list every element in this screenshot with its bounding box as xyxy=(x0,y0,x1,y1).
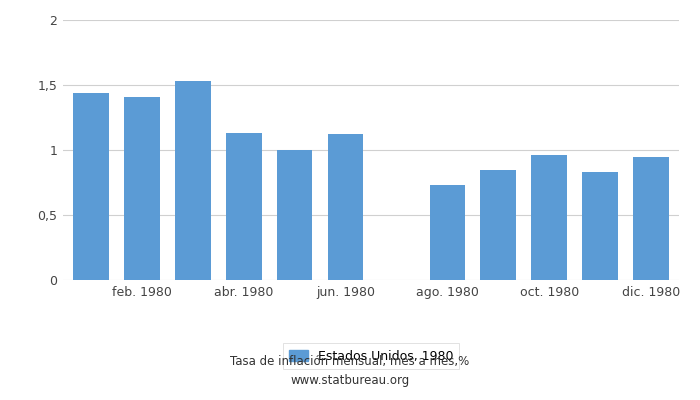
Bar xyxy=(175,81,211,280)
Bar xyxy=(582,172,618,280)
Bar xyxy=(480,170,516,280)
Bar xyxy=(276,150,312,280)
Bar xyxy=(226,133,262,280)
Text: www.statbureau.org: www.statbureau.org xyxy=(290,374,410,387)
Bar xyxy=(634,156,668,280)
Bar xyxy=(124,97,160,280)
Legend: Estados Unidos, 1980: Estados Unidos, 1980 xyxy=(283,344,459,369)
Text: Tasa de inflación mensual, mes a mes,%: Tasa de inflación mensual, mes a mes,% xyxy=(230,356,470,368)
Bar xyxy=(531,155,567,280)
Bar xyxy=(74,93,108,280)
Bar xyxy=(430,185,466,280)
Bar xyxy=(328,134,363,280)
